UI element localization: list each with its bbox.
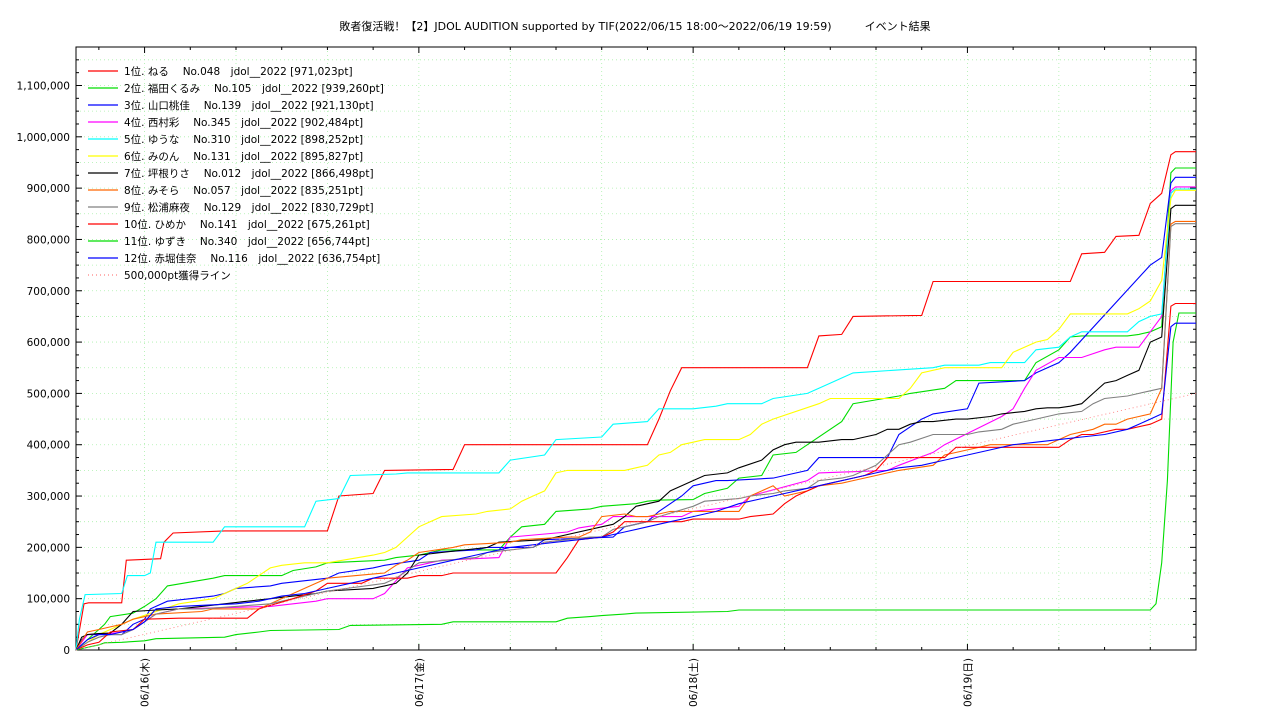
legend-label: 10位. ひめか No.141 jdol__2022 [675,261pt] [124,218,370,231]
series-line-12 [75,322,1196,651]
y-tick-label: 300,000 [27,491,70,503]
plot-frame [75,46,1197,651]
series-line-11 [75,312,1196,651]
series-line-9 [75,223,1196,651]
series-line-3 [75,176,1196,651]
x-tick-label: 06/17(金) [413,658,426,707]
legend: 1位. ねる No.048 jdol__2022 [971,023pt] 2位. … [88,65,384,282]
legend-label: 500,000pt獲得ライン [124,269,231,282]
series-line-10 [75,302,1196,651]
legend-label: 9位. 松浦麻夜 No.129 jdol__2022 [830,729pt] [124,201,374,214]
x-tick-label: 06/18(土) [687,658,700,707]
series-line-5 [75,188,1196,651]
legend-label: 1位. ねる No.048 jdol__2022 [971,023pt] [124,65,353,78]
y-tick-label: 800,000 [27,234,70,246]
legend-label: 7位. 坪根りさ No.012 jdol__2022 [866,498pt] [124,167,374,180]
legend-label: 12位. 赤堀佳奈 No.116 jdol__2022 [636,754pt] [124,252,380,265]
series-line-2 [75,167,1196,651]
y-tick-label: 500,000 [27,388,70,400]
y-tick-label: 200,000 [27,542,70,554]
y-tick-label: 0 [63,645,70,657]
legend-label: 3位. 山口桃佳 No.139 jdol__2022 [921,130pt] [124,99,374,112]
y-tick-label: 1,100,000 [17,80,70,92]
series-line-6 [75,189,1196,651]
y-tick-label: 600,000 [27,337,70,349]
legend-label: 11位. ゆずき No.340 jdol__2022 [656,744pt] [124,235,370,248]
y-tick-label: 700,000 [27,286,70,298]
y-tick-label: 1,000,000 [17,132,70,144]
legend-label: 8位. みそら No.057 jdol__2022 [835,251pt] [124,184,363,197]
axis-ticks: 0 100,000 200,000 300,000 400,000 500,000 600,… [17,47,1196,707]
y-tick-label: 900,000 [27,183,70,195]
legend-label: 5位. ゆうな No.310 jdol__2022 [898,252pt] [124,133,363,146]
y-tick-label: 400,000 [27,440,70,452]
x-tick-label: 06/19(日) [962,658,974,707]
x-tick-label: 06/16(木) [140,658,152,707]
legend-label: 6位. みのん No.131 jdol__2022 [895,827pt] [124,150,363,163]
series-line-7 [75,204,1196,651]
series-line-1 [75,151,1196,651]
y-tick-label: 100,000 [27,594,70,606]
legend-label: 2位. 福田くるみ No.105 jdol__2022 [939,260pt] [124,82,384,95]
series-lines [75,151,1197,651]
legend-label: 4位. 西村彩 No.345 jdol__2022 [902,484pt] [124,116,363,129]
chart-title: 敗者復活戦！【2】JDOL AUDITION supported by TIF(… [339,19,930,33]
